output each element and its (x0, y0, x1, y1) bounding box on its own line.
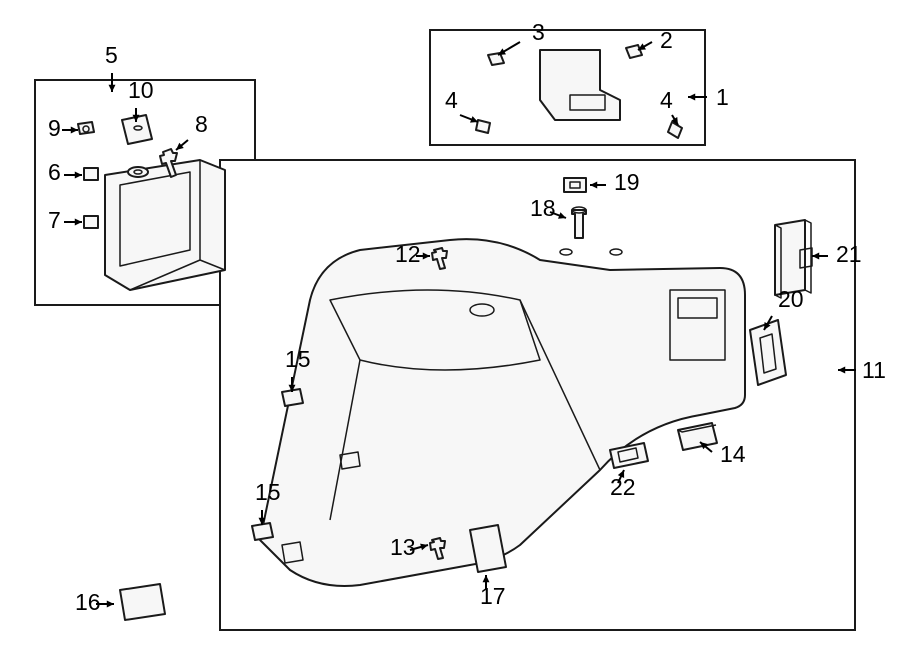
callout-15: 15 (255, 479, 281, 505)
exploded-parts-diagram: 12344567891011121314151516171819202122 (0, 0, 900, 662)
callout-3: 3 (532, 19, 545, 45)
clip-7 (84, 216, 98, 228)
clip-19 (564, 178, 586, 192)
callout-11: 11 (862, 357, 886, 383)
callout-12: 12 (395, 241, 421, 267)
callout-19: 19 (614, 169, 640, 195)
callout-13: 13 (390, 534, 416, 560)
callout-16: 16 (75, 589, 101, 615)
callout-2: 2 (660, 27, 673, 53)
clip-15b (252, 523, 273, 540)
clip-4a (476, 120, 490, 133)
cover-16 (120, 584, 165, 620)
part-rear-trim-panel (105, 160, 225, 290)
callout-8: 8 (195, 111, 208, 137)
callout-4: 4 (445, 87, 458, 113)
clip-2 (626, 45, 642, 58)
callout-6: 6 (48, 159, 61, 185)
callout-20: 20 (778, 286, 804, 312)
callout-7: 7 (48, 207, 61, 233)
clip-9 (78, 122, 94, 134)
callout-14: 14 (720, 441, 746, 467)
clip-3 (488, 53, 504, 65)
clip-6 (84, 168, 98, 180)
callout-9: 9 (48, 115, 61, 141)
callout-17: 17 (480, 583, 506, 609)
callout-22: 22 (610, 474, 636, 500)
callout-21: 21 (836, 241, 862, 267)
nut-10b (128, 167, 148, 177)
peg-18 (572, 207, 586, 238)
callout-10: 10 (128, 77, 154, 103)
callout-1: 1 (716, 84, 729, 110)
callout-18: 18 (530, 195, 556, 221)
callout-4: 4 (660, 87, 673, 113)
callout-5: 5 (105, 42, 118, 68)
callout-15: 15 (285, 346, 311, 372)
